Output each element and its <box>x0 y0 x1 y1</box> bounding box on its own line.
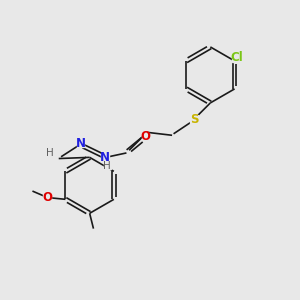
Text: H: H <box>46 148 54 158</box>
Bar <box>142 133 149 140</box>
Bar <box>47 150 53 157</box>
Bar <box>190 116 198 123</box>
Text: O: O <box>141 130 151 143</box>
Text: S: S <box>190 112 198 126</box>
Text: N: N <box>100 152 110 164</box>
Text: Cl: Cl <box>231 51 243 64</box>
Bar <box>44 194 51 202</box>
Bar <box>232 53 242 62</box>
Text: N: N <box>76 137 86 150</box>
Text: H: H <box>103 161 111 171</box>
Bar <box>77 140 85 148</box>
Text: O: O <box>42 191 52 204</box>
Bar <box>104 163 110 169</box>
Bar <box>101 154 109 162</box>
